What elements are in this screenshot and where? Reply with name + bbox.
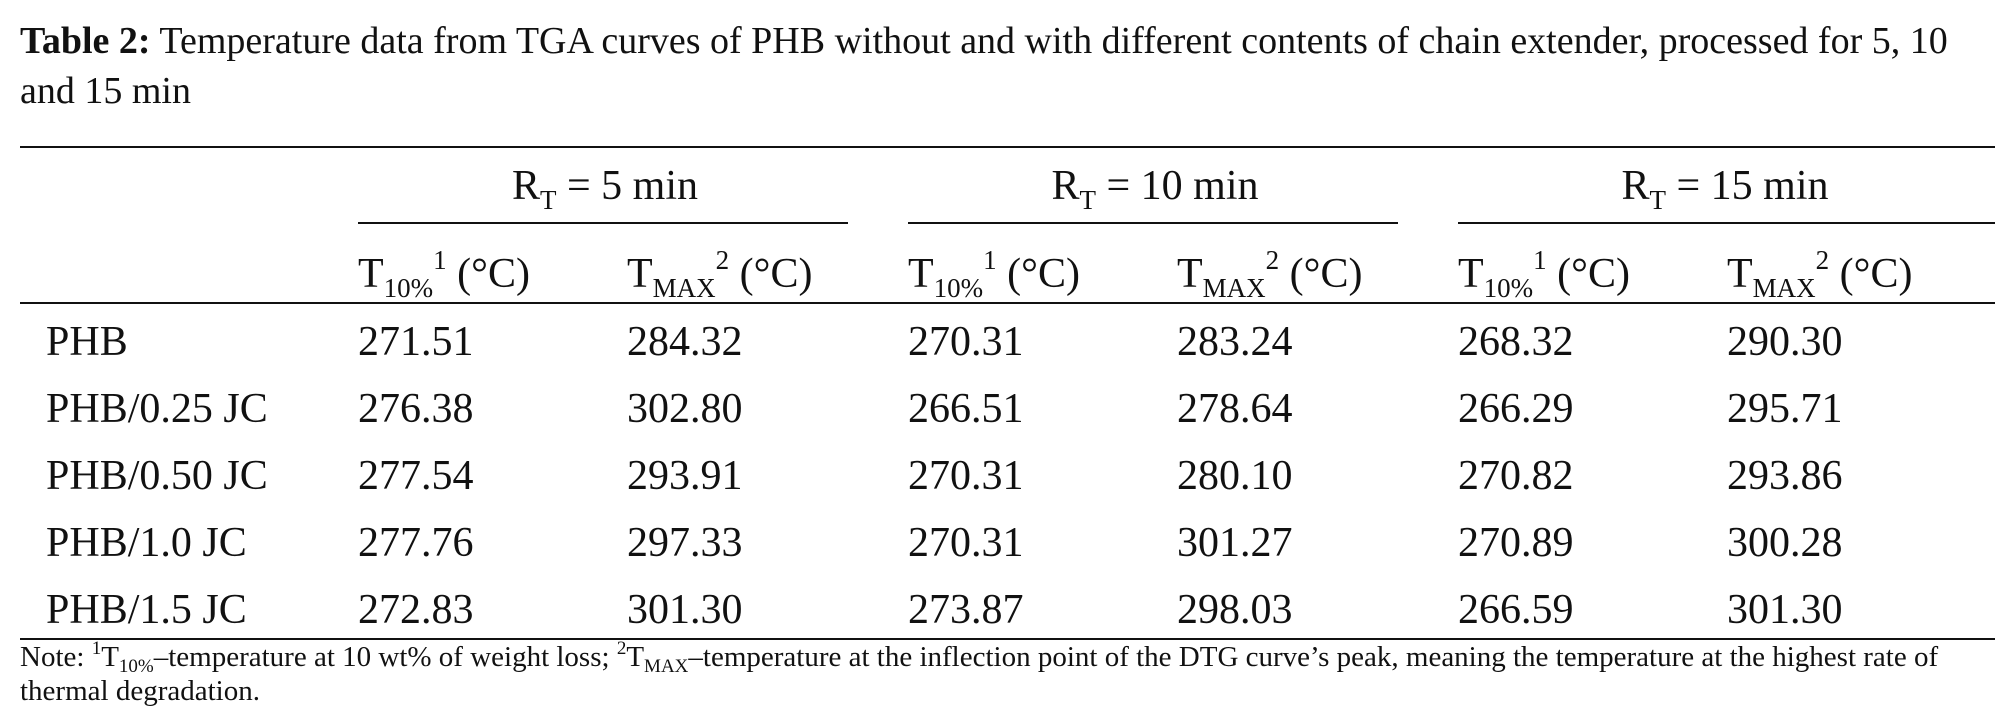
table-cell: 302.80: [627, 386, 743, 432]
group-header-10min: RT = 10 min: [1051, 163, 1259, 215]
table-cell: 293.86: [1727, 453, 1843, 499]
row-sample: PHB/1.0 JC: [46, 520, 247, 566]
table-cell: 290.30: [1727, 319, 1843, 365]
table-cell: 270.89: [1458, 520, 1574, 566]
table-cell: 301.30: [1727, 587, 1843, 633]
group-header-5min: RT = 5 min: [511, 163, 699, 215]
table-header-rule: [20, 302, 1995, 304]
table-cell: 283.24: [1177, 319, 1293, 365]
col-header-tmax-10min: TMAX2 (°C): [1177, 245, 1363, 303]
table-cell: 278.64: [1177, 386, 1293, 432]
document-page: Table 2: Temperature data from TGA curve…: [20, 0, 2000, 721]
group-rule-10min: [908, 222, 1398, 224]
table-cell: 298.03: [1177, 587, 1293, 633]
col-header-tmax-15min: TMAX2 (°C): [1727, 245, 1913, 303]
table-cell: 277.54: [358, 453, 474, 499]
table-footnote: Note: 1T10%–temperature at 10 wt% of wei…: [20, 638, 1939, 707]
table-bottom-rule: [20, 638, 1995, 640]
group-rule-15min: [1458, 222, 1995, 224]
table-cell: 270.82: [1458, 453, 1574, 499]
row-sample: PHB/0.50 JC: [46, 453, 268, 499]
table-cell: 297.33: [627, 520, 743, 566]
table-cell: 295.71: [1727, 386, 1843, 432]
table-cell: 268.32: [1458, 319, 1574, 365]
table-cell: 293.91: [627, 453, 743, 499]
table-cell: 300.28: [1727, 520, 1843, 566]
table-cell: 276.38: [358, 386, 474, 432]
table-cell: 301.27: [1177, 520, 1293, 566]
table-cell: 266.29: [1458, 386, 1574, 432]
table-cell: 280.10: [1177, 453, 1293, 499]
table-cell: 273.87: [908, 587, 1024, 633]
table-cell: 301.30: [627, 587, 743, 633]
table-caption-text: Temperature data from TGA curves of PHB …: [20, 20, 1948, 112]
col-header-t10-15min: T10%1 (°C): [1458, 245, 1630, 303]
table-top-rule: [20, 146, 1995, 148]
col-header-t10-5min: T10%1 (°C): [358, 245, 530, 303]
table-cell: 284.32: [627, 319, 743, 365]
col-header-tmax-5min: TMAX2 (°C): [627, 245, 813, 303]
group-header-15min: RT = 15 min: [1621, 163, 1829, 215]
table-cell: 270.31: [908, 520, 1024, 566]
group-rule-5min: [358, 222, 848, 224]
table-cell: 271.51: [358, 319, 474, 365]
table-caption: Table 2: Temperature data from TGA curve…: [20, 16, 2000, 116]
table-cell: 266.51: [908, 386, 1024, 432]
col-header-t10-10min: T10%1 (°C): [908, 245, 1080, 303]
table-cell: 266.59: [1458, 587, 1574, 633]
table-cell: 272.83: [358, 587, 474, 633]
row-sample: PHB: [46, 319, 128, 365]
table-cell: 270.31: [908, 453, 1024, 499]
table-cell: 277.76: [358, 520, 474, 566]
table-caption-label: Table 2:: [20, 20, 151, 62]
table-cell: 270.31: [908, 319, 1024, 365]
row-sample: PHB/0.25 JC: [46, 386, 268, 432]
row-sample: PHB/1.5 JC: [46, 587, 247, 633]
